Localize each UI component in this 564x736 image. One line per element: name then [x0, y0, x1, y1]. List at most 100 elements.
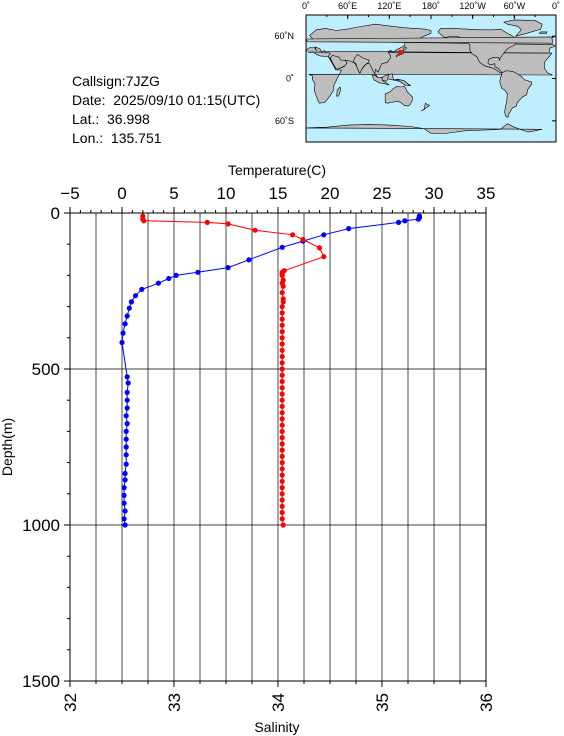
temperature-point: [124, 421, 130, 427]
temperature-axis-label: Temperature(C): [228, 162, 326, 178]
salinity-tick-label: 33: [165, 693, 184, 712]
salinity-line: [142, 216, 325, 526]
salinity-point: [279, 290, 285, 296]
land-antarctica: [305, 123, 543, 142]
salinity-tick-label: 34: [269, 693, 288, 712]
salinity-point: [279, 447, 285, 453]
temperature-point: [128, 299, 134, 305]
salinity-point: [279, 453, 285, 459]
salinity-tick-label: 32: [61, 693, 80, 712]
temperature-point: [396, 219, 402, 225]
temperature-point: [121, 485, 127, 491]
temperature-point: [246, 257, 252, 263]
salinity-point: [279, 410, 285, 416]
salinity-point: [279, 310, 285, 316]
temperature-point: [124, 374, 130, 380]
salinity-point: [279, 403, 285, 409]
temperature-point: [132, 293, 139, 299]
map-lon-label: 0˚: [302, 1, 310, 11]
temperature-point: [124, 405, 130, 411]
temperature-point: [346, 226, 352, 232]
salinity-tick-labels: 32 33 34 35 36: [61, 693, 496, 712]
map-lon-label: 120˚E: [377, 1, 401, 11]
salinity-point: [279, 503, 285, 509]
map-lat-label: 60˚N: [274, 31, 294, 41]
map-lon-label: 120˚W: [459, 1, 486, 11]
salinity-point: [279, 491, 285, 497]
temperature-point: [124, 397, 130, 403]
salinity-point: [321, 254, 327, 260]
salinity-point: [279, 335, 285, 341]
salinity-series: [140, 213, 327, 528]
temperature-tick-label: 30: [425, 184, 444, 203]
salinity-point: [279, 441, 285, 447]
salinity-point: [279, 341, 285, 347]
temperature-point: [123, 444, 129, 450]
temperature-tick-label: −5: [60, 184, 79, 203]
salinity-point: [204, 219, 210, 225]
salinity-point: [279, 497, 285, 503]
land-india: [352, 54, 370, 74]
depth-tick-label: 0: [51, 204, 60, 223]
salinity-point: [279, 485, 285, 491]
salinity-point: [279, 460, 285, 466]
temperature-point: [122, 522, 128, 528]
salinity-tick-label: 35: [373, 693, 392, 712]
station-info: Callsign:7JZG Date: 2025/09/10 01:15(UTC…: [72, 72, 260, 148]
salinity-point: [279, 509, 285, 516]
salinity-point: [279, 347, 285, 353]
plot-ticks: [64, 207, 487, 687]
salinity-point: [252, 227, 258, 233]
land-madagascar: [336, 86, 342, 97]
land-new-guinea: [396, 78, 412, 87]
salinity-point: [317, 245, 323, 251]
salinity-point: [300, 236, 306, 243]
map-lon-label: 60˚E: [338, 1, 357, 11]
map-frame: [305, 14, 557, 143]
temperature-point: [139, 286, 145, 292]
temperature-point: [123, 436, 129, 442]
depth-axis-label: Depth(m): [0, 418, 15, 476]
temperature-tick-label: 0: [117, 184, 126, 203]
temperature-tick-labels: −5 0 5 10 15 20 25 30 35: [60, 184, 495, 203]
salinity-point: [279, 366, 285, 372]
temperature-tick-label: 20: [321, 184, 340, 203]
temperature-point: [120, 330, 126, 336]
temperature-tick-label: 5: [169, 184, 178, 203]
salinity-point: [225, 221, 231, 227]
station-marker: [397, 49, 403, 55]
salinity-point: [279, 378, 285, 385]
world-map: 0˚ 60˚E 120˚E 180˚ 120˚W 60˚W 0˚ 60˚N 0˚ 60˚S: [274, 1, 560, 143]
depth-tick-label: 1000: [22, 516, 60, 535]
map-lat-label: 0˚: [286, 74, 294, 84]
salinity-point: [279, 472, 285, 478]
salinity-point: [279, 428, 285, 434]
salinity-point: [279, 422, 285, 428]
temperature-point: [195, 269, 201, 275]
salinity-point: [279, 322, 285, 328]
profile-plot: −5 0 5 10 15 20 25 30 35 32 33 34 35 36 050010001500…: [0, 162, 496, 735]
temperature-line: [121, 216, 420, 526]
temperature-point: [122, 508, 128, 514]
salinity-point: [279, 416, 285, 422]
depth-tick-label: 1500: [22, 672, 60, 691]
temperature-point: [122, 477, 128, 483]
depth-tick-labels: 0 500 1000 1500: [22, 204, 60, 691]
land-australia: [384, 85, 413, 107]
salinity-point: [279, 397, 285, 403]
latitude-text: Lat.: 36.998: [72, 111, 150, 127]
temperature-point: [123, 413, 129, 419]
salinity-point: [290, 232, 296, 238]
temperature-point: [122, 321, 128, 327]
land-new-zealand: [421, 102, 431, 112]
longitude-text: Lon.: 135.751: [72, 130, 162, 146]
temperature-tick-label: 10: [217, 184, 236, 203]
salinity-point: [279, 466, 285, 472]
salinity-point: [279, 516, 285, 522]
temperature-point: [166, 275, 172, 282]
land-borneo: [381, 73, 390, 82]
temperature-point: [121, 500, 127, 506]
temperature-point: [155, 280, 161, 286]
salinity-point: [280, 299, 286, 305]
